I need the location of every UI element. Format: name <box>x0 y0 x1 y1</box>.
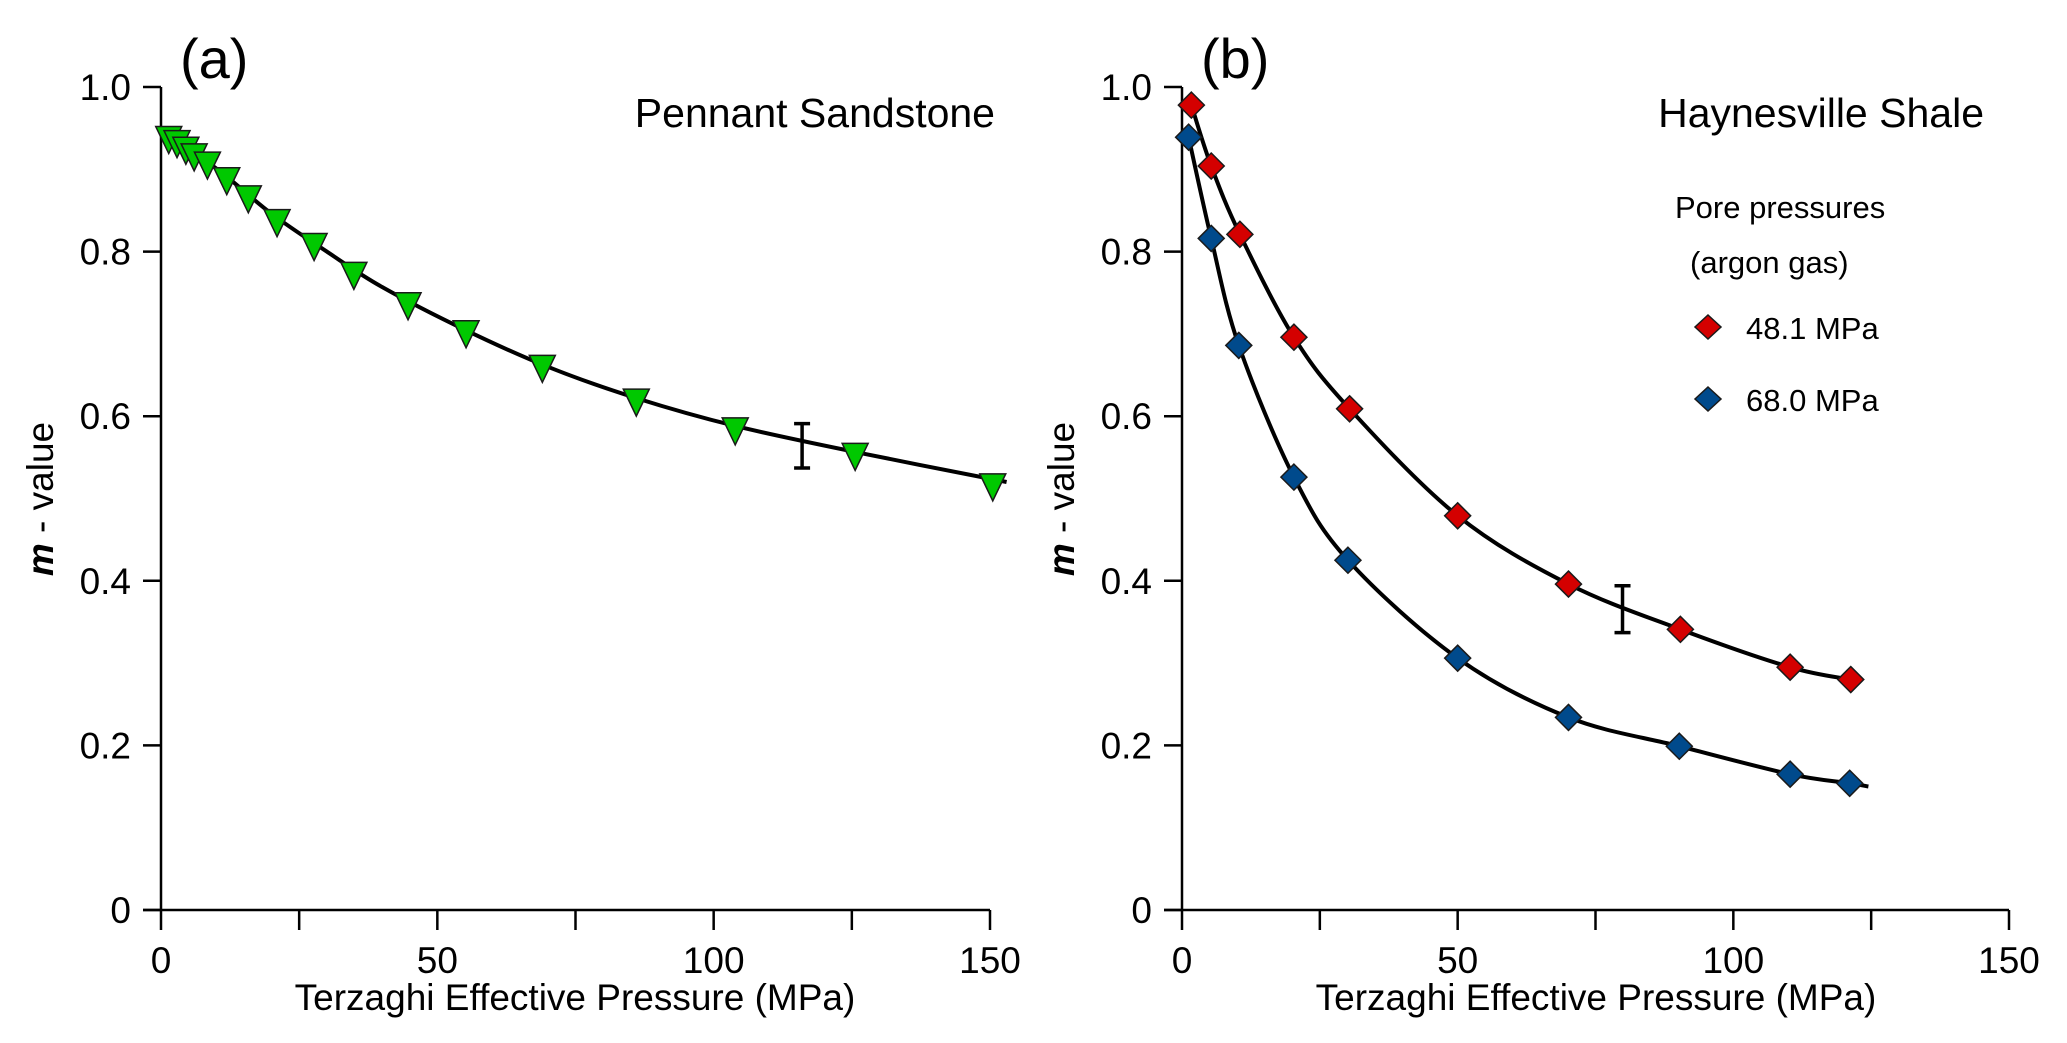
data-point <box>622 388 651 418</box>
data-point <box>1279 323 1308 352</box>
y-axis-title-text: - value <box>1041 422 1082 543</box>
x-axis-title: Terzaghi Effective Pressure (MPa) <box>1316 977 1877 1018</box>
y-tick-label: 0.6 <box>1101 396 1152 437</box>
panel-b: (b) Haynesville Shale Terzaghi Effective… <box>1041 27 2040 1018</box>
y-tick-label: 0.2 <box>80 725 131 766</box>
panel-label: (b) <box>1201 27 1269 90</box>
y-tick-label: 0 <box>110 890 131 931</box>
x-tick-label: 150 <box>1978 940 2040 981</box>
data-point <box>1554 703 1583 732</box>
x-tick-label: 50 <box>1437 940 1478 981</box>
x-tick-label: 100 <box>1702 940 1764 981</box>
data-point <box>721 417 750 447</box>
y-tick-label: 0.6 <box>80 396 131 437</box>
data-point <box>193 151 222 181</box>
y-axis-title: m - value <box>20 422 61 576</box>
data-point <box>212 166 241 197</box>
error-bar <box>794 421 811 470</box>
legend-title-line1: Pore pressures <box>1675 190 1885 225</box>
x-tick-label: 150 <box>959 940 1021 981</box>
legend-item: 48.1 MPa <box>1693 311 1879 346</box>
legend-item: 68.0 MPa <box>1693 383 1879 418</box>
x-tick-label: 0 <box>151 940 172 981</box>
data-point <box>1197 151 1226 181</box>
panel-a: (a) Pennant Sandstone Terzaghi Effective… <box>20 27 1021 1018</box>
y-tick-label: 0.4 <box>1101 561 1152 602</box>
y-tick-label: 0.2 <box>1101 725 1152 766</box>
x-axis-title: Terzaghi Effective Pressure (MPa) <box>295 977 856 1018</box>
legend-label: 48.1 MPa <box>1746 311 1879 346</box>
data-point <box>1554 570 1583 599</box>
data-point <box>262 208 292 239</box>
x-tick-label: 0 <box>1172 940 1193 981</box>
fit-curve <box>159 130 1007 484</box>
y-tick-label: 0 <box>1131 890 1152 931</box>
panel-label: (a) <box>180 27 248 90</box>
y-tick-label: 0.8 <box>1101 232 1152 273</box>
data-point <box>978 473 1007 503</box>
data-point <box>451 320 481 350</box>
data-point <box>1665 732 1694 761</box>
data-point <box>1225 220 1254 249</box>
data-point <box>1443 644 1472 673</box>
x-tick-label: 100 <box>683 940 745 981</box>
y-tick-label: 0.4 <box>80 561 131 602</box>
legend-title-line2: (argon gas) <box>1690 245 1849 280</box>
panel-title: Pennant Sandstone <box>635 90 995 136</box>
data-point <box>840 442 870 473</box>
y-axis-title-text: - value <box>20 422 61 543</box>
data-point <box>1197 224 1226 253</box>
data-point <box>1835 769 1864 798</box>
data-point <box>1224 331 1253 360</box>
data-point <box>1776 760 1805 789</box>
y-tick-label: 1.0 <box>1101 67 1152 108</box>
legend-marker <box>1693 313 1723 341</box>
data-point <box>1174 123 1203 152</box>
y-axis-title: m - value <box>1041 422 1082 576</box>
legend-label: 68.0 MPa <box>1746 383 1879 418</box>
data-point <box>1666 615 1695 644</box>
legend-items: 48.1 MPa 68.0 MPa <box>1693 311 1879 418</box>
data-point <box>528 354 557 385</box>
data-point <box>393 292 423 322</box>
data-point <box>299 232 329 263</box>
data-point <box>339 261 369 292</box>
error-bar <box>1614 583 1631 635</box>
fit-curve <box>1189 104 1852 682</box>
x-tick-label: 50 <box>417 940 458 981</box>
legend-marker <box>1693 385 1723 413</box>
data-point <box>1443 501 1472 530</box>
legend: Pore pressures (argon gas) 48.1 MPa 68.0 … <box>1675 190 1885 418</box>
y-axis-title-symbol: m <box>1041 543 1082 576</box>
data-point <box>1335 394 1364 423</box>
panel-title: Haynesville Shale <box>1658 90 1984 136</box>
data-point <box>1279 463 1308 492</box>
y-axis-title-symbol: m <box>20 543 61 576</box>
data-point <box>1776 653 1805 682</box>
y-tick-label: 0.8 <box>80 232 131 273</box>
data-point <box>1836 665 1865 694</box>
data-point <box>234 185 263 215</box>
fit-curve <box>1186 136 1869 789</box>
data-point <box>1177 91 1206 120</box>
data-point <box>1333 546 1363 575</box>
y-tick-label: 1.0 <box>80 67 131 108</box>
